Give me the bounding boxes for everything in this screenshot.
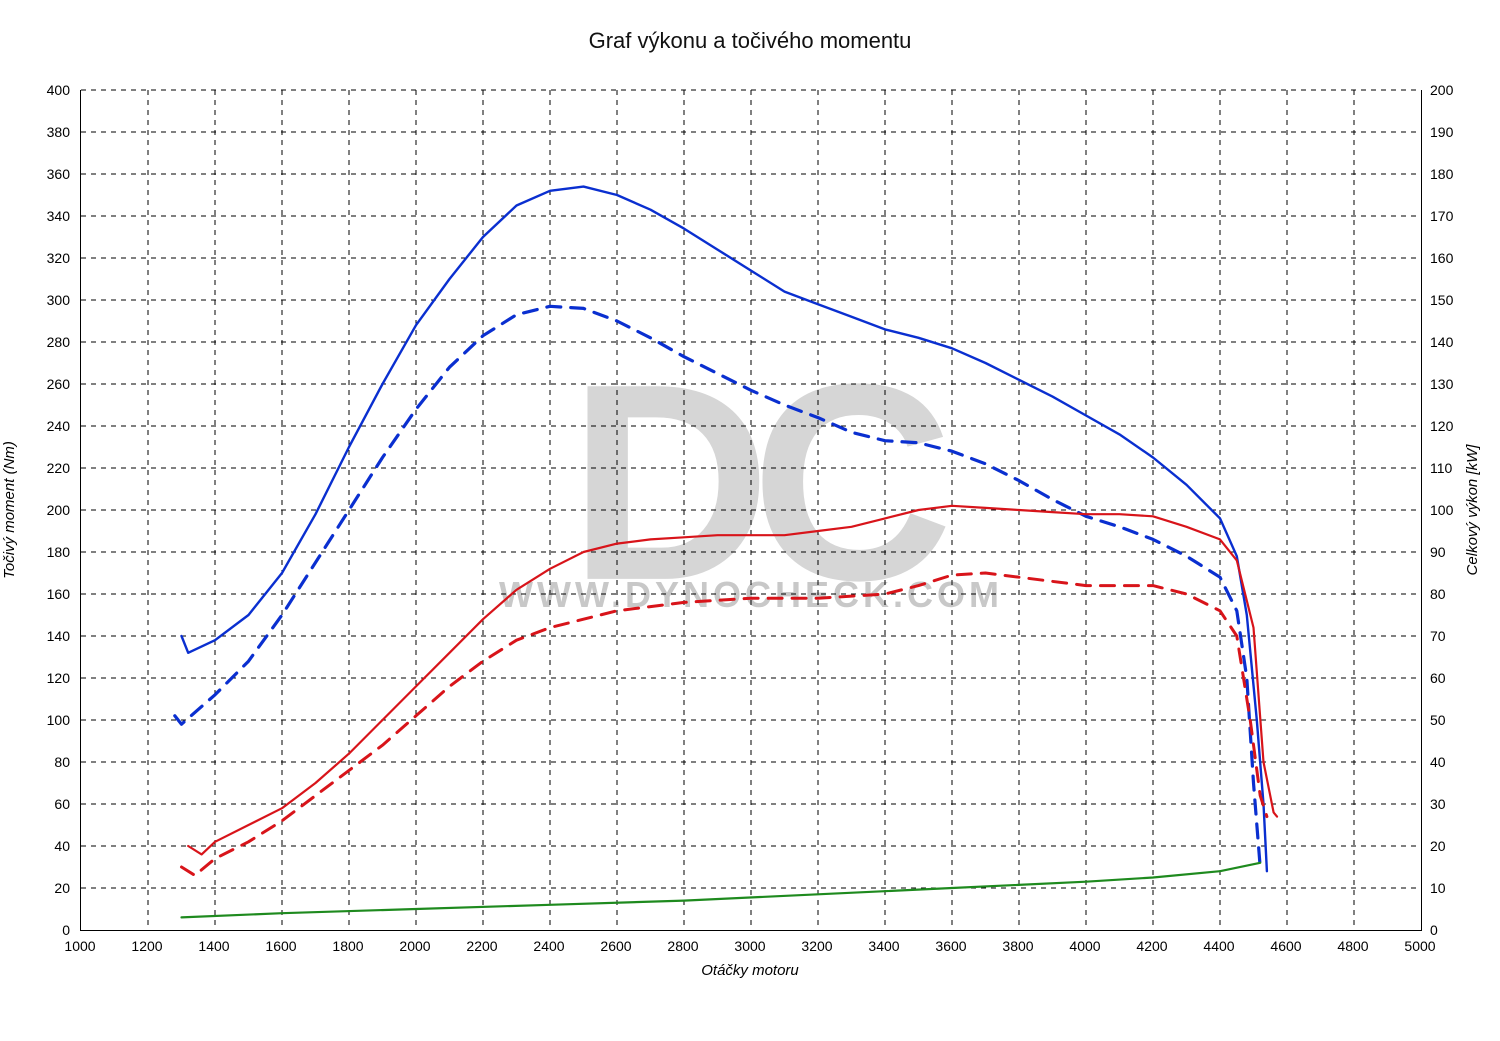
y-left-tick: 180	[47, 544, 70, 560]
x-axis-label: Otáčky motoru	[0, 962, 1500, 979]
y-right-tick: 40	[1430, 754, 1446, 770]
y-right-tick: 170	[1430, 208, 1453, 224]
y-right-tick: 80	[1430, 586, 1446, 602]
series-torque_tuned	[182, 187, 1267, 872]
y-right-tick: 20	[1430, 838, 1446, 854]
y-right-tick: 160	[1430, 250, 1453, 266]
x-tick: 2200	[466, 938, 497, 954]
y-left-tick: 280	[47, 334, 70, 350]
y-left-tick: 340	[47, 208, 70, 224]
y-left-tick: 300	[47, 292, 70, 308]
series-torque_stock	[175, 306, 1260, 867]
y-left-tick: 160	[47, 586, 70, 602]
y-left-tick: 0	[62, 922, 70, 938]
y-left-tick: 240	[47, 418, 70, 434]
x-tick: 2400	[533, 938, 564, 954]
dyno-chart-page: Graf výkonu a točivého momentu DC WWW.DY…	[0, 0, 1500, 1041]
plot-svg	[81, 90, 1421, 930]
y-right-tick: 130	[1430, 376, 1453, 392]
y-right-tick: 180	[1430, 166, 1453, 182]
x-tick: 5000	[1404, 938, 1435, 954]
y-right-tick: 120	[1430, 418, 1453, 434]
y-left-tick: 120	[47, 670, 70, 686]
y-right-tick: 0	[1430, 922, 1438, 938]
y-left-tick: 100	[47, 712, 70, 728]
y-right-tick: 140	[1430, 334, 1453, 350]
y-right-axis-label: Celkový výkon [kW]	[1464, 445, 1481, 576]
y-right-tick: 50	[1430, 712, 1446, 728]
x-tick: 3600	[935, 938, 966, 954]
x-tick: 3400	[868, 938, 899, 954]
x-tick: 2600	[600, 938, 631, 954]
x-tick: 4200	[1136, 938, 1167, 954]
y-right-tick: 60	[1430, 670, 1446, 686]
y-left-tick: 40	[54, 838, 70, 854]
y-left-tick: 200	[47, 502, 70, 518]
series-losses	[182, 863, 1261, 918]
y-left-tick: 60	[54, 796, 70, 812]
x-tick: 1600	[265, 938, 296, 954]
y-right-tick: 30	[1430, 796, 1446, 812]
series-power_tuned	[188, 506, 1277, 855]
x-tick: 4000	[1069, 938, 1100, 954]
y-left-tick: 380	[47, 124, 70, 140]
y-left-tick: 220	[47, 460, 70, 476]
y-left-tick: 140	[47, 628, 70, 644]
y-left-tick: 320	[47, 250, 70, 266]
x-tick: 1000	[64, 938, 95, 954]
y-right-tick: 190	[1430, 124, 1453, 140]
chart-title: Graf výkonu a točivého momentu	[0, 28, 1500, 54]
y-right-tick: 150	[1430, 292, 1453, 308]
x-tick: 1400	[198, 938, 229, 954]
x-tick: 3000	[734, 938, 765, 954]
y-left-axis-label: Točivý moment (Nm)	[1, 441, 18, 579]
y-right-tick: 70	[1430, 628, 1446, 644]
series-power_stock	[182, 573, 1267, 875]
y-right-tick: 200	[1430, 82, 1453, 98]
y-left-tick: 260	[47, 376, 70, 392]
y-left-tick: 400	[47, 82, 70, 98]
x-tick: 4600	[1270, 938, 1301, 954]
x-tick: 1200	[131, 938, 162, 954]
y-left-tick: 360	[47, 166, 70, 182]
x-tick: 4800	[1337, 938, 1368, 954]
x-tick: 2000	[399, 938, 430, 954]
x-tick: 3200	[801, 938, 832, 954]
x-tick: 3800	[1002, 938, 1033, 954]
y-right-tick: 110	[1430, 460, 1452, 476]
x-tick: 4400	[1203, 938, 1234, 954]
y-right-tick: 10	[1430, 880, 1446, 896]
y-right-tick: 100	[1430, 502, 1453, 518]
y-right-tick: 90	[1430, 544, 1446, 560]
x-tick: 1800	[332, 938, 363, 954]
y-left-tick: 80	[54, 754, 70, 770]
plot-area: DC WWW.DYNOCHECK.COM	[80, 90, 1422, 931]
y-left-tick: 20	[54, 880, 70, 896]
x-tick: 2800	[667, 938, 698, 954]
